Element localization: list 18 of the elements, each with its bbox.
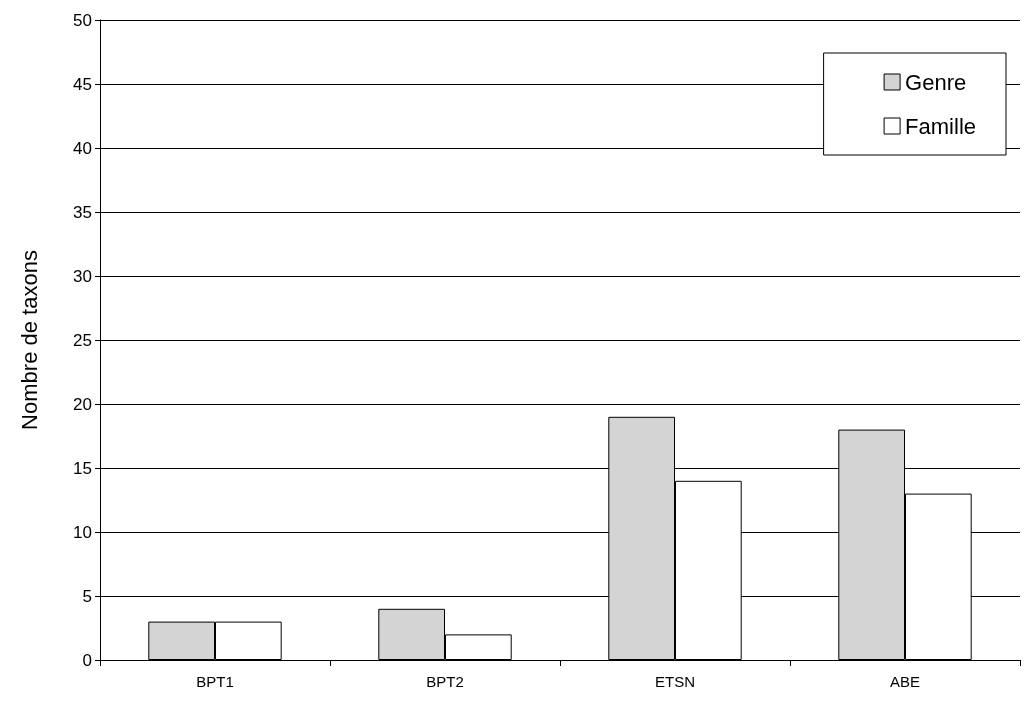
legend-label: Genre	[905, 69, 967, 95]
y-tick-label: 0	[82, 650, 92, 670]
y-tick-label: 5	[82, 586, 92, 606]
y-tick-label: 30	[73, 266, 92, 286]
y-tick-label: 10	[73, 522, 92, 542]
y-tick-label: 25	[73, 330, 92, 350]
y-tick-label: 45	[73, 74, 92, 94]
y-tick-label: 40	[73, 138, 92, 158]
x-tick-label: ETSN	[654, 673, 696, 690]
x-tick-label: BPT1	[196, 673, 234, 690]
x-tick-label: BPT2	[426, 673, 464, 690]
y-tick-label: 15	[73, 458, 92, 478]
x-tick-label: ABE	[889, 673, 921, 690]
y-axis-title: Nombre de taxons	[16, 250, 42, 430]
legend-label: Famille	[905, 113, 977, 139]
y-tick-label: 20	[73, 394, 92, 414]
y-tick-label: 50	[73, 10, 92, 30]
y-tick-label: 35	[73, 202, 92, 222]
